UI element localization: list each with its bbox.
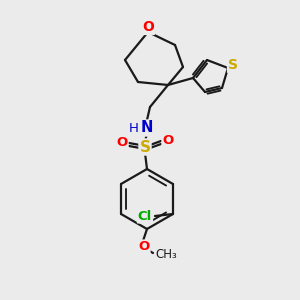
Text: CH₃: CH₃ [155, 248, 177, 262]
Text: O: O [116, 136, 128, 149]
Text: H: H [129, 122, 139, 134]
Text: O: O [138, 241, 150, 254]
Text: S: S [140, 140, 151, 154]
Text: O: O [142, 20, 154, 34]
Text: S: S [228, 58, 238, 72]
Text: Cl: Cl [138, 209, 152, 223]
Text: O: O [162, 134, 174, 148]
Text: N: N [141, 121, 153, 136]
